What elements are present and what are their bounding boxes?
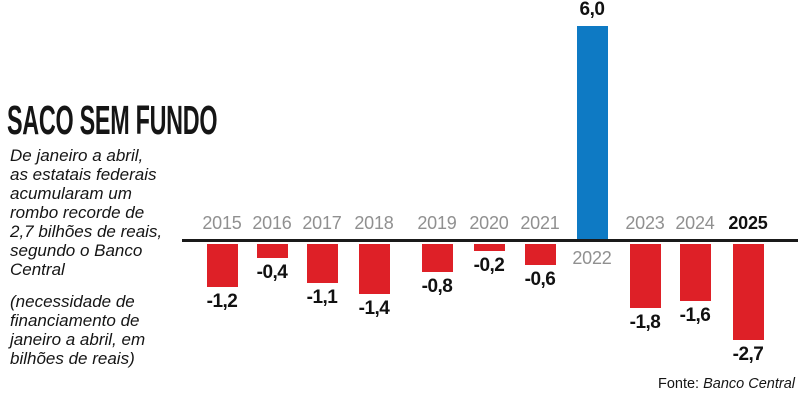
year-label-2024: 2024 (675, 213, 715, 233)
zero-axis-line (182, 239, 798, 242)
bar-2018 (358, 244, 390, 294)
page-title: SACO SEM FUNDO (7, 97, 218, 143)
source-prefix: Fonte: (657, 376, 704, 392)
source-name: Banco Central (703, 376, 795, 392)
bar-2019 (421, 244, 453, 272)
value-label-2019: -0,8 (421, 276, 453, 297)
bar-2025 (732, 244, 764, 340)
year-label-2023: 2023 (625, 213, 665, 233)
year-label-2015: 2015 (202, 213, 242, 233)
source-credit: Fonte: Banco Central (658, 376, 795, 392)
value-label-2017: -1,1 (306, 287, 338, 308)
bar-2016 (256, 244, 288, 258)
bar-2017 (306, 244, 338, 283)
value-label-2024: -1,6 (679, 305, 711, 326)
value-label-2023: -1,8 (629, 312, 661, 333)
value-label-2020: -0,2 (473, 255, 505, 276)
value-label-2016: -0,4 (256, 262, 288, 283)
year-label-2017: 2017 (302, 213, 342, 233)
bar-2021 (524, 244, 556, 265)
bar-2022 (576, 26, 608, 239)
year-label-2022: 2022 (572, 248, 612, 268)
value-label-2021: -0,6 (524, 269, 556, 290)
value-label-2015: -1,2 (206, 291, 238, 312)
year-label-2020: 2020 (469, 213, 509, 233)
bar-2015 (206, 244, 238, 287)
year-label-2025: 2025 (728, 213, 768, 233)
year-label-2016: 2016 (252, 213, 292, 233)
bar-2024 (679, 244, 711, 301)
value-label-2022: 6,0 (579, 0, 605, 20)
value-label-2025: -2,7 (732, 344, 764, 365)
bar-2023 (629, 244, 661, 308)
value-label-2018: -1,4 (358, 298, 390, 319)
year-label-2019: 2019 (417, 213, 457, 233)
chart-subtitle: De janeiro a abril, as estatais federais… (10, 146, 163, 279)
year-label-2018: 2018 (354, 213, 394, 233)
year-label-2021: 2021 (520, 213, 560, 233)
chart-unit-note: (necessidade de financiamento de janeiro… (10, 292, 146, 368)
bar-2020 (473, 244, 505, 251)
